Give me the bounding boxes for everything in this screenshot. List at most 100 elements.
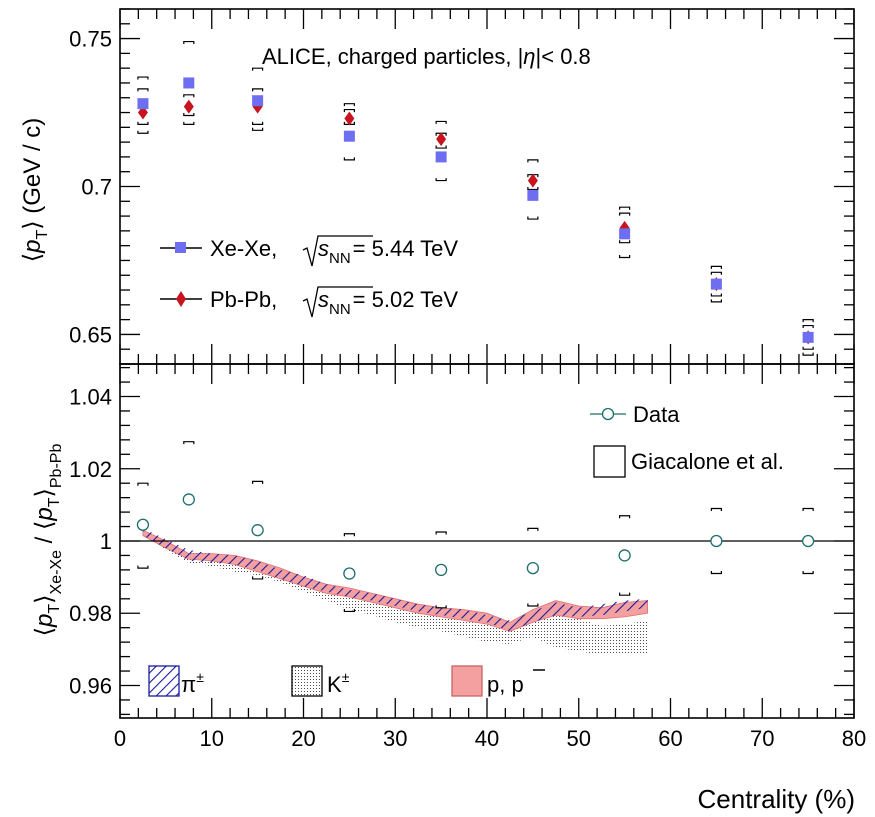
sqrt-sign (302, 286, 373, 318)
sys-bracket-xexe-lower (435, 178, 447, 182)
model-bands-layer (142, 528, 648, 655)
bottom-y-tick-label: 1.04 (69, 385, 112, 410)
band-swatch-pion (148, 665, 180, 697)
xexe-marker (619, 228, 631, 240)
xexe-marker (183, 77, 195, 89)
legend-label-pbpb: Pb-Pb, (210, 287, 277, 312)
ratio-sys-bracket-upper (527, 527, 539, 531)
sys-bracket-pbpb-upper (343, 108, 355, 113)
sys-bracket-pbpb-upper (802, 324, 814, 329)
bottom-plot-frame (119, 363, 855, 719)
pbpb-marker (527, 173, 538, 188)
x-tick-label: 50 (567, 726, 591, 751)
ratio-sys-bracket-lower (137, 565, 149, 569)
sys-bracket-xexe-lower (710, 299, 722, 303)
ratio-sys-bracket-lower (252, 576, 264, 580)
sys-bracket-xexe-lower (252, 127, 264, 131)
ratio-data-point (136, 518, 150, 531)
sys-bracket-xexe-upper (527, 159, 539, 163)
band-legend-proton: p, p (451, 665, 545, 697)
sys-bracket-pbpb-lower (527, 186, 539, 191)
band-legend-kaon: K± (291, 665, 350, 697)
x-tick-label: 20 (291, 726, 315, 751)
xexe-marker (343, 130, 355, 142)
legend-entry-pbpb: Pb-Pb, sNN= 5.02 TeV (160, 286, 458, 318)
top-data-layer (137, 40, 814, 356)
experiment-annotation: ALICE, charged particles, |η|< 0.8 (262, 44, 591, 69)
ratio-data-point (618, 549, 631, 562)
legend-entry-model: Giacalone et al. (593, 445, 784, 478)
bottom-y-tick-label: 1.02 (69, 457, 112, 482)
x-tick-label: 30 (383, 726, 407, 751)
kaon-band (142, 528, 648, 655)
legend-label-model: Giacalone et al. (631, 449, 784, 474)
legend-entry-data: Data (590, 402, 680, 427)
sys-bracket-xexe-upper (252, 67, 264, 71)
band-label-pion: π± (181, 669, 204, 697)
legend-label-xexe: Xe-Xe, (210, 236, 277, 261)
sys-bracket-pbpb-lower (619, 240, 631, 244)
x-tick-label: 60 (658, 726, 682, 751)
band-swatch-kaon (291, 665, 323, 697)
xexe-marker (435, 151, 447, 163)
legend-sqrt-xexe: sNN= 5.44 TeV (318, 236, 458, 267)
xexe-marker (802, 331, 814, 343)
ratio-sys-bracket-lower (343, 608, 355, 613)
top-y-tick-label: 0.7 (81, 175, 112, 200)
top-legend: Xe-Xe, sNN= 5.44 TeV Pb-Pb, sNN= 5.02 Te… (160, 235, 458, 318)
bottom-y-axis-label: ⟨pT⟩Xe-Xe / ⟨pT⟩Pb-Pb (31, 444, 65, 637)
sys-bracket-xexe-lower (802, 352, 814, 356)
ratio-sys-bracket-upper (802, 507, 814, 511)
ratio-data-point (251, 524, 264, 537)
top-y-axis-label: ⟨pT⟩ (GeV / c) (19, 118, 51, 263)
top-axes: 0.65 0.7 0.75 (69, 8, 855, 365)
bottom-axes: 0.96 0.98 1 1.02 1.04 0 10 20 30 40 50 60 70 80 (69, 364, 866, 751)
sys-bracket-pbpb-upper (137, 88, 149, 92)
ratio-sys-bracket-upper (183, 441, 195, 445)
sys-bracket-xexe-lower (619, 255, 631, 259)
legend-label-data: Data (633, 402, 680, 427)
sys-bracket-pbpb-lower (802, 346, 814, 350)
ratio-sys-bracket-upper (343, 533, 355, 537)
sys-bracket-xexe-upper (435, 120, 447, 124)
pbpb-marker (344, 111, 355, 126)
sys-bracket-xexe-upper (710, 265, 722, 269)
sys-bracket-xexe-upper (343, 103, 355, 107)
ratio-data-point (343, 567, 356, 580)
sys-bracket-pbpb-upper (619, 212, 631, 216)
x-tick-label: 10 (200, 726, 224, 751)
sys-bracket-xexe-upper (619, 206, 631, 210)
band-label-proton: p, p (487, 672, 524, 697)
bottom-y-tick-label: 0.98 (69, 601, 112, 626)
top-y-tick-label: 0.75 (69, 27, 112, 52)
top-y-tick-label: 0.65 (69, 322, 112, 347)
sys-bracket-pbpb-lower (183, 113, 195, 117)
sys-bracket-xexe-upper (137, 76, 149, 80)
sys-bracket-pbpb-lower (252, 121, 264, 125)
sys-bracket-pbpb-upper (252, 88, 264, 92)
ratio-sys-bracket-lower (435, 605, 447, 609)
xexe-marker (710, 278, 722, 290)
sys-bracket-xexe-lower (343, 157, 355, 161)
band-label-kaon: K± (327, 669, 350, 697)
pbpb-marker (183, 99, 194, 114)
sys-bracket-pbpb-upper (183, 94, 195, 98)
legend-sqrt-pbpb: sNN= 5.02 TeV (318, 287, 458, 318)
bottom-data-layer (136, 441, 815, 613)
ratio-data-point (801, 534, 815, 548)
ratio-sys-bracket-upper (137, 482, 149, 486)
ratio-sys-bracket-upper (710, 507, 722, 511)
x-tick-label: 70 (750, 726, 774, 751)
ratio-data-point (182, 493, 195, 506)
ratio-sys-bracket-lower (710, 571, 722, 575)
xexe-marker (527, 189, 539, 201)
ratio-sys-bracket-lower (619, 592, 631, 596)
legend-entry-xexe: Xe-Xe, sNN= 5.44 TeV (160, 235, 458, 267)
legend-marker-square (175, 242, 186, 253)
x-axis-label: Centrality (%) (698, 784, 855, 814)
bottom-legend: Data Giacalone et al. (590, 402, 784, 478)
sys-bracket-xexe-upper (802, 319, 814, 323)
ratio-sys-bracket-lower (802, 571, 814, 575)
sys-bracket-xexe-upper (183, 40, 195, 45)
